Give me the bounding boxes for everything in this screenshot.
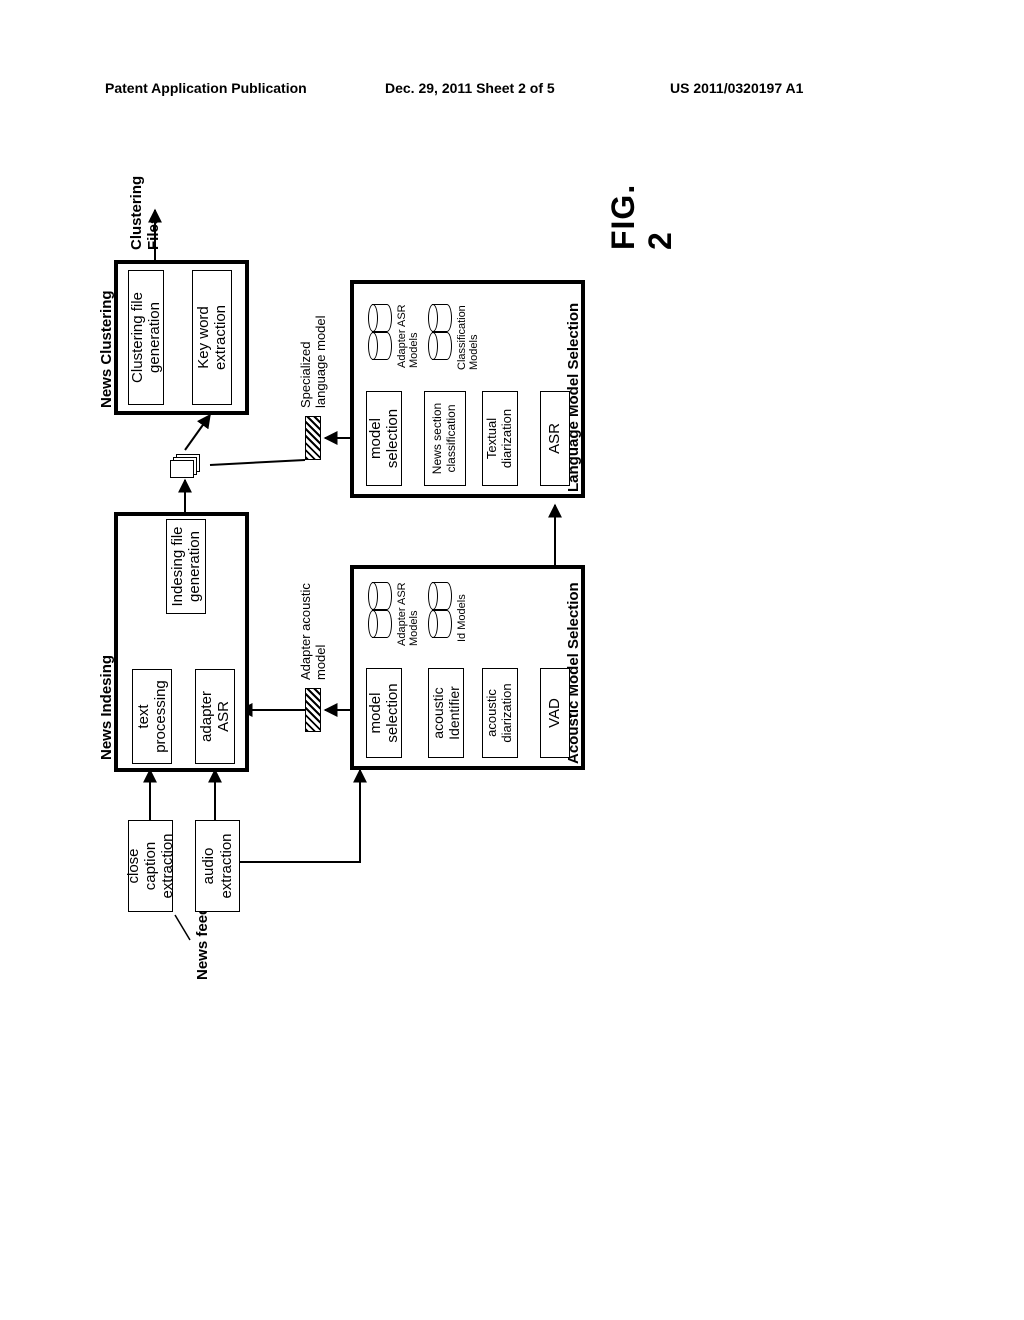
news-clustering-title: News Clustering <box>98 290 115 408</box>
model-selection-l-box: model selection <box>366 391 402 486</box>
classification-models-label: Classification Models <box>456 290 480 370</box>
specialized-lang-hatch <box>305 416 321 460</box>
id-models-label: Id Models <box>456 594 468 642</box>
classification-models-icon <box>428 332 454 360</box>
textual-diarization-box: Textual diarization <box>482 391 518 486</box>
adapter-acoustic-hatch <box>305 688 321 732</box>
adapter-asr-models-l-label: Adapter ASR Models <box>396 293 420 368</box>
header-left: Patent Application Publication <box>105 80 307 96</box>
specialized-lang-label: Specialized language model <box>298 298 328 408</box>
adapter-asr-models-a-icon-2 <box>368 582 394 610</box>
adapter-asr-models-l-icon-2 <box>368 304 394 332</box>
model-selection-a-box: model selection <box>366 668 402 758</box>
stacked-docs-icon <box>170 454 200 478</box>
adapter-acoustic-label: Adapter acoustic model <box>298 580 328 680</box>
asr-box: ASR <box>540 391 570 486</box>
text-processing-box: text processing <box>132 669 172 764</box>
figure-label: FIG. 2 <box>605 170 679 250</box>
id-models-icon <box>428 610 454 638</box>
news-indexing-title: News Indesing <box>98 655 115 760</box>
news-feed-label: News feed <box>194 906 211 980</box>
indexing-file-gen-box: Indesing file generation <box>166 519 206 614</box>
clustering-files-label: Clustering Files <box>128 155 162 250</box>
diagram: News feed close caption extraction audio… <box>110 170 1024 970</box>
acoustic-identifier-box: acoustic Identifier <box>428 668 464 758</box>
header-right: US 2011/0320197 A1 <box>670 80 803 96</box>
id-models-icon-2 <box>428 582 454 610</box>
close-caption-box: close caption extraction <box>128 820 173 912</box>
vad-box: VAD <box>540 668 570 758</box>
acoustic-diarization-box: acoustic diarization <box>482 668 518 758</box>
classification-models-icon-2 <box>428 304 454 332</box>
adapter-asr-box: adapter ASR <box>195 669 235 764</box>
adapter-asr-models-a-label: Adapter ASR Models <box>396 571 420 646</box>
clustering-file-gen-box: Clustering file generation <box>128 270 164 405</box>
header-mid: Dec. 29, 2011 Sheet 2 of 5 <box>385 80 555 96</box>
adapter-asr-models-a-icon <box>368 610 394 638</box>
keyword-extraction-box: Key word extraction <box>192 270 232 405</box>
adapter-asr-models-l-icon <box>368 332 394 360</box>
audio-extraction-box: audio extraction <box>195 820 240 912</box>
news-section-classification-box: News section classification <box>424 391 466 486</box>
